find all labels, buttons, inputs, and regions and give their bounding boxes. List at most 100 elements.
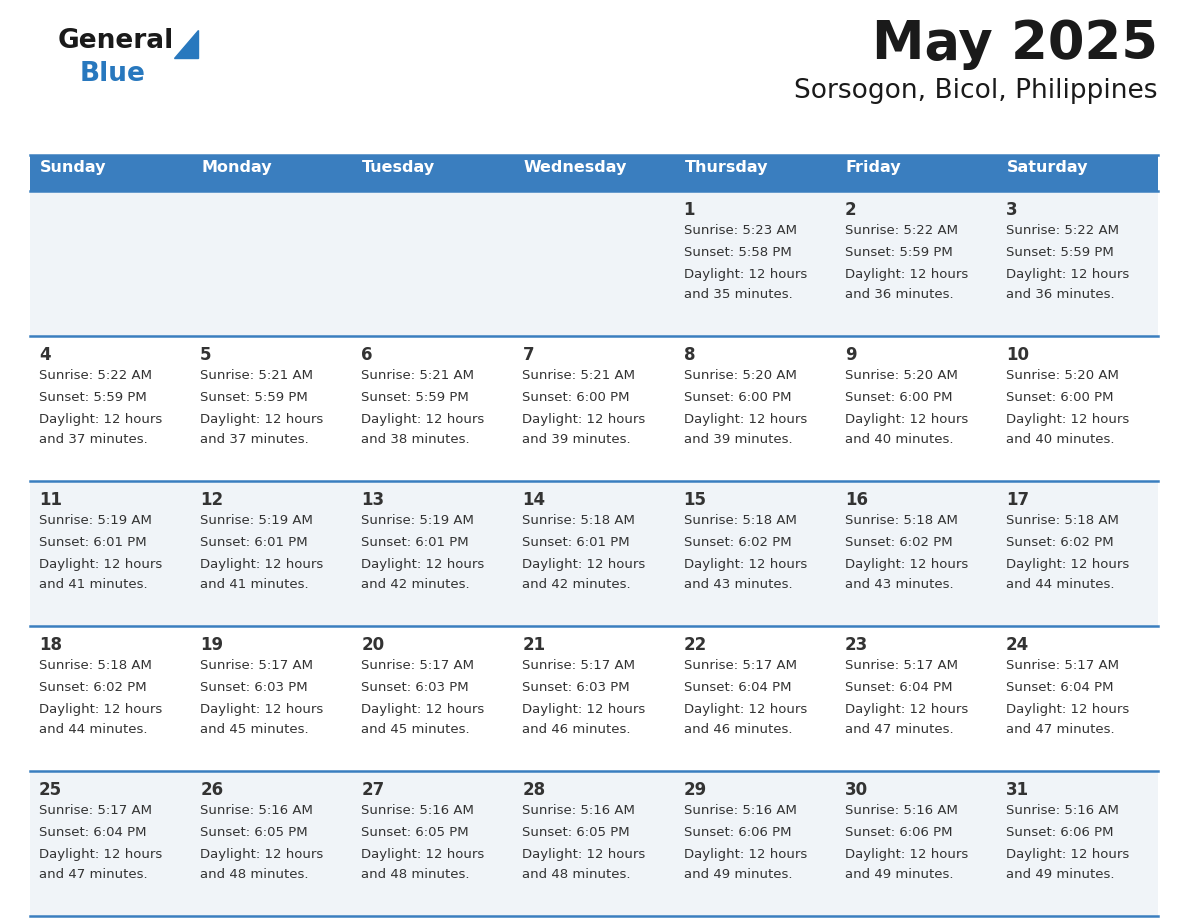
- Text: 23: 23: [845, 636, 868, 654]
- Text: and 46 minutes.: and 46 minutes.: [523, 723, 631, 736]
- Text: 15: 15: [683, 491, 707, 509]
- Text: and 44 minutes.: and 44 minutes.: [39, 723, 147, 736]
- Text: Sunrise: 5:21 AM: Sunrise: 5:21 AM: [523, 369, 636, 382]
- Text: Sunset: 5:59 PM: Sunset: 5:59 PM: [1006, 246, 1113, 259]
- Text: Daylight: 12 hours: Daylight: 12 hours: [39, 848, 163, 861]
- Text: and 49 minutes.: and 49 minutes.: [1006, 868, 1114, 881]
- FancyBboxPatch shape: [30, 626, 1158, 771]
- Text: Sunrise: 5:17 AM: Sunrise: 5:17 AM: [523, 659, 636, 672]
- Text: Sunrise: 5:18 AM: Sunrise: 5:18 AM: [39, 659, 152, 672]
- Text: General: General: [58, 28, 175, 54]
- Text: Daylight: 12 hours: Daylight: 12 hours: [845, 558, 968, 571]
- Text: Tuesday: Tuesday: [362, 160, 436, 175]
- Text: Sunrise: 5:16 AM: Sunrise: 5:16 AM: [1006, 804, 1119, 817]
- Text: Sunrise: 5:17 AM: Sunrise: 5:17 AM: [39, 804, 152, 817]
- Text: Sunrise: 5:19 AM: Sunrise: 5:19 AM: [361, 514, 474, 527]
- Text: Sunset: 6:02 PM: Sunset: 6:02 PM: [39, 681, 146, 694]
- Text: Monday: Monday: [201, 160, 272, 175]
- Text: Sunrise: 5:17 AM: Sunrise: 5:17 AM: [1006, 659, 1119, 672]
- Text: May 2025: May 2025: [872, 18, 1158, 70]
- Text: and 47 minutes.: and 47 minutes.: [845, 723, 953, 736]
- Text: Sunrise: 5:16 AM: Sunrise: 5:16 AM: [683, 804, 796, 817]
- Text: Daylight: 12 hours: Daylight: 12 hours: [523, 848, 646, 861]
- FancyBboxPatch shape: [30, 336, 1158, 481]
- Text: Sunset: 5:59 PM: Sunset: 5:59 PM: [200, 391, 308, 404]
- Text: Daylight: 12 hours: Daylight: 12 hours: [200, 558, 323, 571]
- Text: Daylight: 12 hours: Daylight: 12 hours: [845, 703, 968, 716]
- Text: Sunset: 6:05 PM: Sunset: 6:05 PM: [523, 826, 630, 839]
- Text: Sunset: 6:01 PM: Sunset: 6:01 PM: [200, 536, 308, 549]
- Text: and 45 minutes.: and 45 minutes.: [200, 723, 309, 736]
- Text: Sunset: 6:02 PM: Sunset: 6:02 PM: [845, 536, 953, 549]
- Text: Sunrise: 5:18 AM: Sunrise: 5:18 AM: [845, 514, 958, 527]
- Text: and 36 minutes.: and 36 minutes.: [845, 288, 953, 301]
- Text: Daylight: 12 hours: Daylight: 12 hours: [683, 268, 807, 281]
- Text: Sunrise: 5:22 AM: Sunrise: 5:22 AM: [1006, 224, 1119, 237]
- Text: Sunset: 6:06 PM: Sunset: 6:06 PM: [1006, 826, 1113, 839]
- Text: Daylight: 12 hours: Daylight: 12 hours: [361, 703, 485, 716]
- FancyBboxPatch shape: [30, 771, 1158, 916]
- Text: Daylight: 12 hours: Daylight: 12 hours: [200, 703, 323, 716]
- Text: Daylight: 12 hours: Daylight: 12 hours: [1006, 268, 1129, 281]
- Text: Blue: Blue: [80, 61, 146, 87]
- Text: Sunset: 6:00 PM: Sunset: 6:00 PM: [683, 391, 791, 404]
- Text: and 43 minutes.: and 43 minutes.: [845, 578, 953, 591]
- Text: and 49 minutes.: and 49 minutes.: [845, 868, 953, 881]
- Text: 5: 5: [200, 346, 211, 364]
- Text: and 40 minutes.: and 40 minutes.: [845, 433, 953, 446]
- Text: Thursday: Thursday: [684, 160, 769, 175]
- Text: Daylight: 12 hours: Daylight: 12 hours: [39, 413, 163, 426]
- Text: Sunset: 5:59 PM: Sunset: 5:59 PM: [39, 391, 147, 404]
- Polygon shape: [173, 30, 198, 58]
- FancyBboxPatch shape: [30, 481, 1158, 626]
- Text: 13: 13: [361, 491, 385, 509]
- Text: Sunset: 6:01 PM: Sunset: 6:01 PM: [523, 536, 630, 549]
- Text: Sunrise: 5:16 AM: Sunrise: 5:16 AM: [361, 804, 474, 817]
- Text: Daylight: 12 hours: Daylight: 12 hours: [361, 848, 485, 861]
- Text: Sunrise: 5:18 AM: Sunrise: 5:18 AM: [1006, 514, 1119, 527]
- Text: and 39 minutes.: and 39 minutes.: [683, 433, 792, 446]
- Text: Daylight: 12 hours: Daylight: 12 hours: [683, 413, 807, 426]
- Text: 20: 20: [361, 636, 385, 654]
- Text: and 41 minutes.: and 41 minutes.: [200, 578, 309, 591]
- Text: 16: 16: [845, 491, 867, 509]
- Text: Sunrise: 5:19 AM: Sunrise: 5:19 AM: [200, 514, 312, 527]
- Text: Sunrise: 5:17 AM: Sunrise: 5:17 AM: [845, 659, 958, 672]
- Text: 1: 1: [683, 201, 695, 219]
- Text: Sunrise: 5:16 AM: Sunrise: 5:16 AM: [523, 804, 636, 817]
- Text: 12: 12: [200, 491, 223, 509]
- Text: Sunrise: 5:18 AM: Sunrise: 5:18 AM: [523, 514, 636, 527]
- Text: 25: 25: [39, 781, 62, 799]
- Text: Daylight: 12 hours: Daylight: 12 hours: [200, 413, 323, 426]
- Text: 8: 8: [683, 346, 695, 364]
- Text: Sunset: 6:02 PM: Sunset: 6:02 PM: [1006, 536, 1113, 549]
- Text: Sunday: Sunday: [40, 160, 107, 175]
- Text: Sunset: 6:04 PM: Sunset: 6:04 PM: [39, 826, 146, 839]
- Text: Sunrise: 5:18 AM: Sunrise: 5:18 AM: [683, 514, 796, 527]
- Text: and 42 minutes.: and 42 minutes.: [361, 578, 470, 591]
- Text: Daylight: 12 hours: Daylight: 12 hours: [361, 413, 485, 426]
- Text: Daylight: 12 hours: Daylight: 12 hours: [1006, 413, 1129, 426]
- Text: and 41 minutes.: and 41 minutes.: [39, 578, 147, 591]
- Text: Sunset: 6:00 PM: Sunset: 6:00 PM: [1006, 391, 1113, 404]
- Text: 21: 21: [523, 636, 545, 654]
- Text: and 35 minutes.: and 35 minutes.: [683, 288, 792, 301]
- Text: Saturday: Saturday: [1007, 160, 1088, 175]
- Text: 27: 27: [361, 781, 385, 799]
- Text: Daylight: 12 hours: Daylight: 12 hours: [200, 848, 323, 861]
- Text: and 40 minutes.: and 40 minutes.: [1006, 433, 1114, 446]
- Text: Sunrise: 5:22 AM: Sunrise: 5:22 AM: [39, 369, 152, 382]
- Text: Daylight: 12 hours: Daylight: 12 hours: [845, 413, 968, 426]
- Text: 22: 22: [683, 636, 707, 654]
- Text: Sunset: 6:02 PM: Sunset: 6:02 PM: [683, 536, 791, 549]
- Text: 11: 11: [39, 491, 62, 509]
- Text: Sunset: 6:04 PM: Sunset: 6:04 PM: [1006, 681, 1113, 694]
- Text: and 38 minutes.: and 38 minutes.: [361, 433, 470, 446]
- Text: Daylight: 12 hours: Daylight: 12 hours: [845, 268, 968, 281]
- Text: and 46 minutes.: and 46 minutes.: [683, 723, 792, 736]
- Text: Sunset: 6:06 PM: Sunset: 6:06 PM: [683, 826, 791, 839]
- Text: 24: 24: [1006, 636, 1029, 654]
- Text: Sunset: 6:03 PM: Sunset: 6:03 PM: [523, 681, 630, 694]
- Text: Sunset: 5:58 PM: Sunset: 5:58 PM: [683, 246, 791, 259]
- Text: Sunset: 6:06 PM: Sunset: 6:06 PM: [845, 826, 953, 839]
